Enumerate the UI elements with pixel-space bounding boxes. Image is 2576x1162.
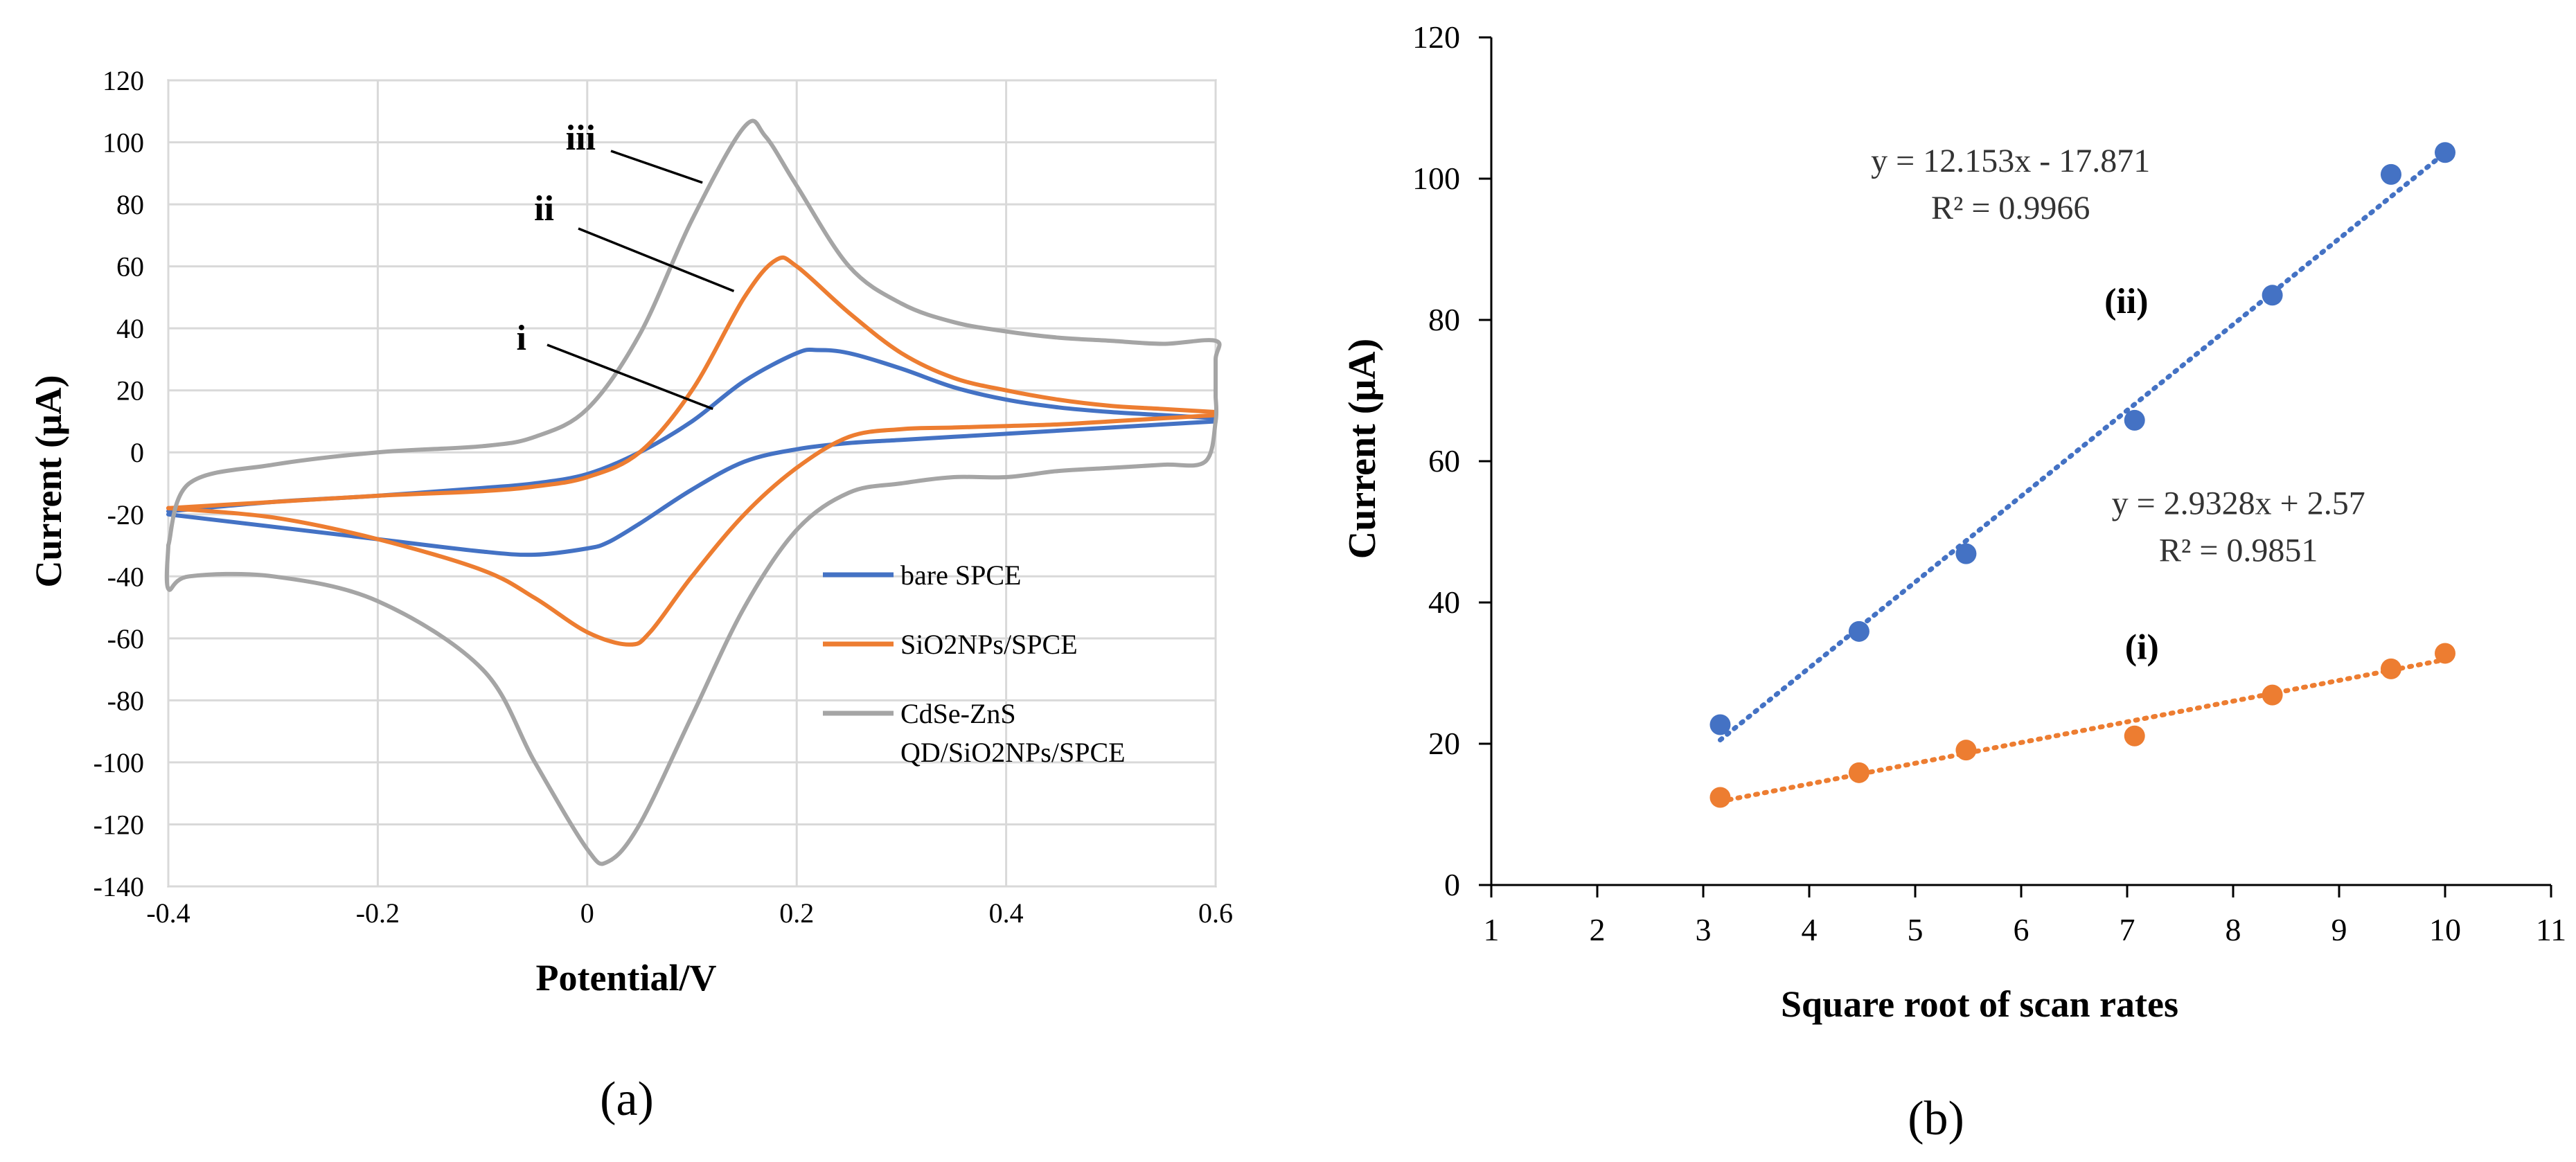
a-xtick-label: 0.2 (779, 897, 814, 929)
panel-b-xlabel: Square root of scan rates (1781, 983, 2178, 1025)
a-ytick-label: -100 (94, 747, 144, 778)
b-xtick-label: 6 (2014, 912, 2029, 947)
a-series-forward-sweep (166, 255, 1218, 510)
a-annotation-label: ii (534, 189, 554, 229)
a-xtick-label: 0.6 (1198, 897, 1233, 929)
a-ytick-label: -60 (107, 623, 144, 654)
a-ytick-label: 20 (116, 375, 144, 406)
a-ytick-label: 80 (116, 189, 144, 220)
panel-b-axes: 0 20 40 60 80 100 120 1 2 3 4 5 6 7 8 9 10 11 (1412, 19, 2566, 947)
panel-a-label: (a) (600, 1073, 654, 1126)
a-ytick-label: -20 (107, 499, 144, 530)
b-ytick-label: 0 (1444, 867, 1460, 902)
b-ytick-label: 60 (1428, 443, 1460, 479)
a-ytick-label: -40 (107, 561, 144, 592)
b-xtick-label: 3 (1696, 912, 1712, 947)
a-annotation-leader (578, 227, 735, 293)
b-series-label: (ii) (2104, 282, 2149, 321)
a-ytick-label: -120 (94, 809, 144, 840)
a-series-reverse-sweep (166, 419, 1218, 557)
b-data-point (2380, 658, 2401, 679)
b-trendline (1717, 657, 2448, 804)
b-xtick-label: 2 (1590, 912, 1606, 947)
b-xtick-label: 11 (2536, 912, 2566, 947)
a-ytick-label: 0 (130, 437, 144, 468)
panel-a-xlabel: Potential/V (536, 957, 717, 999)
b-data-point (2124, 725, 2145, 747)
a-annotation-label: i (517, 319, 526, 358)
a-ytick-label: 120 (103, 65, 144, 96)
b-data-point (1955, 543, 1977, 564)
panel-a-axes: -140 -120 -100 -80 -60 -40 -20 0 20 40 60 80 100 120 -… (94, 65, 1233, 929)
panel-b-label: (b) (1908, 1092, 1964, 1145)
b-xtick-label: 9 (2331, 912, 2347, 947)
a-ytick-label: -80 (107, 685, 144, 716)
panel-a-legend: bare SPCE SiO2NPs/SPCE CdSe-ZnS QD/SiO2NPs/… (823, 560, 1126, 768)
b-xtick-label: 10 (2429, 912, 2461, 947)
b-ytick-label: 20 (1428, 726, 1460, 761)
panel-b-trendlines (1717, 150, 2448, 804)
a-xtick-label: 0.4 (989, 897, 1024, 929)
b-series-label: (i) (2125, 628, 2159, 668)
a-xtick-label: -0.2 (356, 897, 400, 929)
a-legend-label: QD/SiO2NPs/SPCE (900, 737, 1126, 768)
a-series-reverse-sweep (164, 394, 1219, 866)
b-data-point (1955, 740, 1977, 761)
a-annotation-leader (547, 343, 713, 411)
a-series-forward-sweep (166, 118, 1222, 548)
panel-b-ylabel: Current (μA) (1341, 339, 1384, 559)
a-legend-label: SiO2NPs/SPCE (900, 629, 1078, 660)
b-trend-r-squared: R² = 0.9966 (1931, 190, 2090, 226)
b-trend-equation: y = 12.153x - 17.871 (1871, 143, 2150, 179)
b-data-point (1848, 620, 1869, 642)
b-xtick-label: 5 (1908, 912, 1924, 947)
a-ytick-label: -140 (94, 871, 144, 902)
b-data-point (2435, 643, 2455, 664)
panel-b-scan-rate: 0 20 40 60 80 100 120 1 2 3 4 5 6 7 8 9 10 11 y = 12.153x… (1341, 19, 2566, 1145)
a-annotation-leader (610, 150, 703, 184)
a-series-reverse-sweep (166, 413, 1218, 647)
b-xtick-label: 1 (1484, 912, 1500, 947)
panel-a-ylabel: Current (μA) (28, 375, 69, 587)
panel-a-series (164, 118, 1222, 866)
panel-b-points (1709, 142, 2455, 808)
b-xtick-label: 8 (2226, 912, 2241, 947)
b-xtick-label: 4 (1802, 912, 1818, 947)
a-legend-label: bare SPCE (900, 560, 1021, 591)
a-legend-label: CdSe-ZnS (900, 698, 1016, 729)
b-data-point (2262, 285, 2283, 306)
b-trend-equation: y = 2.9328x + 2.57 (2112, 485, 2365, 522)
b-ytick-label: 40 (1428, 584, 1460, 620)
panel-a-gridlines (167, 79, 1217, 888)
a-ytick-label: 40 (116, 313, 144, 344)
b-trendline (1717, 150, 2448, 743)
b-data-point (2435, 142, 2455, 163)
a-xtick-label: -0.4 (146, 897, 190, 929)
b-data-point (2124, 409, 2145, 431)
b-data-point (1709, 787, 1731, 808)
a-ytick-label: 100 (103, 127, 144, 159)
b-data-point (2262, 684, 2283, 706)
b-ytick-label: 80 (1428, 302, 1460, 337)
b-xtick-label: 7 (2120, 912, 2135, 947)
b-data-point (1709, 714, 1731, 735)
a-annotation-label: iii (566, 118, 596, 158)
a-ytick-label: 60 (116, 251, 144, 283)
a-xtick-label: 0 (580, 897, 594, 929)
panel-b-labels: y = 12.153x - 17.871 R² = 0.9966 (ii) y = 2… (1871, 143, 2365, 668)
b-ytick-label: 100 (1412, 161, 1460, 196)
b-trend-r-squared: R² = 0.9851 (2159, 533, 2318, 569)
b-data-point (2380, 163, 2401, 185)
panel-a-cyclic-voltammetry: -140 -120 -100 -80 -60 -40 -20 0 20 40 60 80 100 120 -… (28, 65, 1233, 1126)
b-data-point (1848, 762, 1869, 783)
b-ytick-label: 120 (1412, 19, 1460, 55)
